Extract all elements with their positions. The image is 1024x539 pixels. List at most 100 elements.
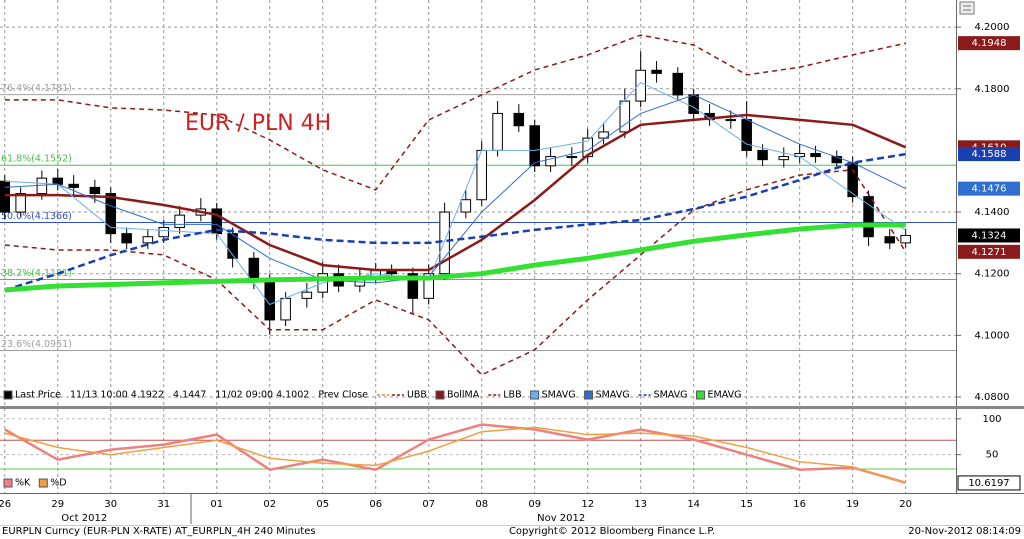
candle-body	[545, 156, 556, 167]
x-tick-label: 05	[316, 499, 329, 510]
candle-body	[725, 119, 737, 122]
indicator-line	[4, 222, 906, 293]
oscillator-line	[4, 423, 907, 484]
x-tick-label: 26	[0, 499, 11, 510]
candle-body	[566, 156, 578, 159]
candle-body	[778, 156, 790, 161]
fib-label: 50.0%(4.1366)	[1, 211, 72, 222]
fib-label: 76.4%(4.1781)	[1, 83, 72, 94]
candle-body	[492, 112, 503, 151]
candle-body	[635, 69, 646, 102]
x-tick-label: 30	[104, 499, 117, 510]
x-tick-label: 08	[475, 499, 488, 510]
legend-label: %D	[50, 478, 66, 489]
x-tick-label: 06	[369, 499, 382, 510]
indicator-line	[4, 94, 906, 284]
legend-symbol	[38, 478, 48, 488]
legend-label: LBB	[503, 390, 521, 401]
value-box	[957, 475, 1021, 491]
candle-body	[598, 131, 609, 139]
price-panel: 76.4%(4.1781) 61.8%(4.1552) 50.0%(4.1366) 3…	[0, 0, 956, 406]
candle-body	[460, 199, 472, 213]
candle-body	[810, 152, 821, 158]
price-tag-label: 4.1324	[972, 230, 1007, 241]
candle-body	[158, 226, 170, 238]
indicator-line	[4, 169, 907, 376]
candle-body	[900, 234, 911, 244]
price-tag	[958, 228, 1020, 243]
legend-symbol	[584, 390, 594, 400]
price-tag	[958, 181, 1020, 196]
x-tick-label: 19	[846, 499, 859, 510]
panel-separator	[0, 406, 1024, 409]
y-tick-label: 4.1200	[975, 269, 1010, 280]
indicator-line	[4, 113, 907, 272]
price-tag	[958, 147, 1020, 162]
candle-body	[672, 72, 684, 96]
candle-body	[0, 180, 11, 213]
overlay: 4.0800 4.1000 4.1200 4.1400 4.1800 4.2000 26 29…	[0, 22, 1021, 524]
price-tag	[958, 36, 1020, 51]
x-tick-label: 07	[422, 499, 435, 510]
candle-body	[280, 297, 291, 321]
legend-label: SMAVG	[654, 390, 688, 401]
candle-body	[227, 233, 238, 259]
chart-title: EUR / PLN 4H	[185, 111, 331, 136]
month-label: Nov 2012	[537, 513, 585, 524]
legend-label: Last Price	[15, 390, 61, 401]
y-tick-label: 4.1000	[975, 330, 1010, 341]
legend-label: 11/13 10:00 4.1922	[70, 390, 164, 401]
price-tag-label: 4.1588	[972, 149, 1007, 160]
candle-body	[301, 291, 313, 299]
candle-body	[52, 177, 64, 185]
x-tick-label: 14	[687, 499, 700, 510]
candle-body	[513, 112, 525, 127]
value-label: 10.6197	[968, 478, 1009, 489]
x-tick-label: 01	[210, 499, 223, 510]
x-tick-label: 16	[793, 499, 806, 510]
price-tag-label: 4.1271	[972, 247, 1007, 258]
candle-body	[121, 233, 132, 244]
indicator-line	[4, 152, 906, 292]
plot-area	[0, 0, 956, 406]
price-tag-label: 4.1948	[972, 38, 1007, 49]
indicator-line	[4, 34, 906, 191]
candle-body	[407, 273, 419, 299]
candle-body	[651, 69, 662, 74]
candle-body	[68, 183, 79, 188]
candle-body	[89, 186, 101, 195]
legend-label: UBB	[407, 390, 427, 401]
oscillator-panel	[0, 408, 956, 493]
candle-body	[174, 214, 185, 228]
legend-label: 11/02 09:00 4.1002	[215, 390, 309, 401]
candle-body	[423, 273, 434, 299]
y-tick-label: 100	[982, 414, 1001, 425]
price-tag	[958, 244, 1020, 259]
legend-symbol	[3, 390, 13, 400]
y-tick-label: 4.2000	[975, 22, 1010, 33]
x-tick-label: 20	[899, 499, 912, 510]
footer-center: Copyright© 2012 Bloomberg Finance L.P.	[509, 526, 715, 537]
fib-label: 23.6%(4.0951)	[1, 339, 72, 350]
legend-label: 4.1447	[173, 390, 206, 401]
candle-body	[439, 211, 450, 275]
candle-body	[884, 236, 896, 244]
candle-body	[831, 156, 843, 164]
legend-symbol	[696, 390, 706, 400]
y-tick-label: 4.1800	[975, 84, 1010, 95]
legend-label: SMAVG	[596, 390, 630, 401]
footer-right: 20-Nov-2012 08:14:09	[908, 526, 1021, 537]
candle-body	[105, 193, 117, 235]
candle-body	[741, 119, 752, 151]
indicator-line	[4, 81, 906, 306]
x-tick-label: 09	[528, 499, 541, 510]
candle-body	[863, 196, 874, 238]
candle-body	[757, 149, 768, 161]
legend-symbol	[530, 390, 540, 400]
legend-label: Prev Close	[318, 390, 368, 401]
panel-icon	[959, 1, 975, 15]
footer-left: EURPLN Curncy (EUR-PLN X-RATE) AT_EURPLN…	[2, 526, 316, 537]
x-tick-label: 31	[157, 499, 170, 510]
candle-body	[142, 236, 154, 244]
